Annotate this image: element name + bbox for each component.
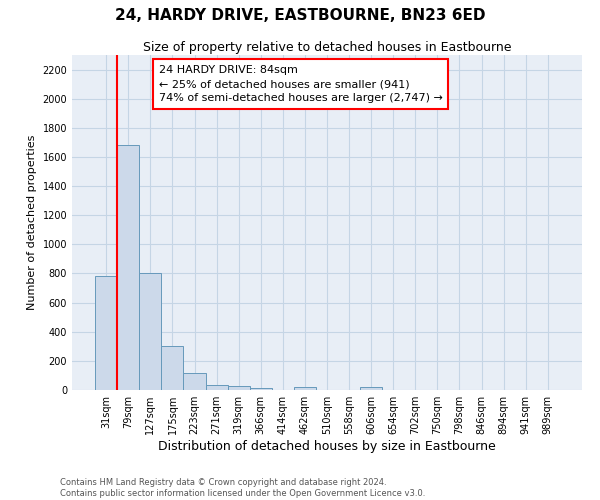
Text: Contains HM Land Registry data © Crown copyright and database right 2024.
Contai: Contains HM Land Registry data © Crown c… bbox=[60, 478, 425, 498]
Bar bbox=[227, 386, 250, 390]
Text: 24, HARDY DRIVE, EASTBOURNE, BN23 6ED: 24, HARDY DRIVE, EASTBOURNE, BN23 6ED bbox=[115, 8, 485, 22]
Bar bbox=[184, 373, 206, 390]
Bar bbox=[161, 346, 184, 390]
Bar bbox=[117, 146, 139, 390]
Bar bbox=[360, 387, 382, 390]
Bar bbox=[206, 385, 227, 390]
Title: Size of property relative to detached houses in Eastbourne: Size of property relative to detached ho… bbox=[143, 41, 511, 54]
Bar bbox=[139, 274, 161, 390]
Text: 24 HARDY DRIVE: 84sqm
← 25% of detached houses are smaller (941)
74% of semi-det: 24 HARDY DRIVE: 84sqm ← 25% of detached … bbox=[158, 65, 443, 103]
Bar bbox=[294, 387, 316, 390]
X-axis label: Distribution of detached houses by size in Eastbourne: Distribution of detached houses by size … bbox=[158, 440, 496, 453]
Bar bbox=[250, 388, 272, 390]
Y-axis label: Number of detached properties: Number of detached properties bbox=[27, 135, 37, 310]
Bar bbox=[95, 276, 117, 390]
